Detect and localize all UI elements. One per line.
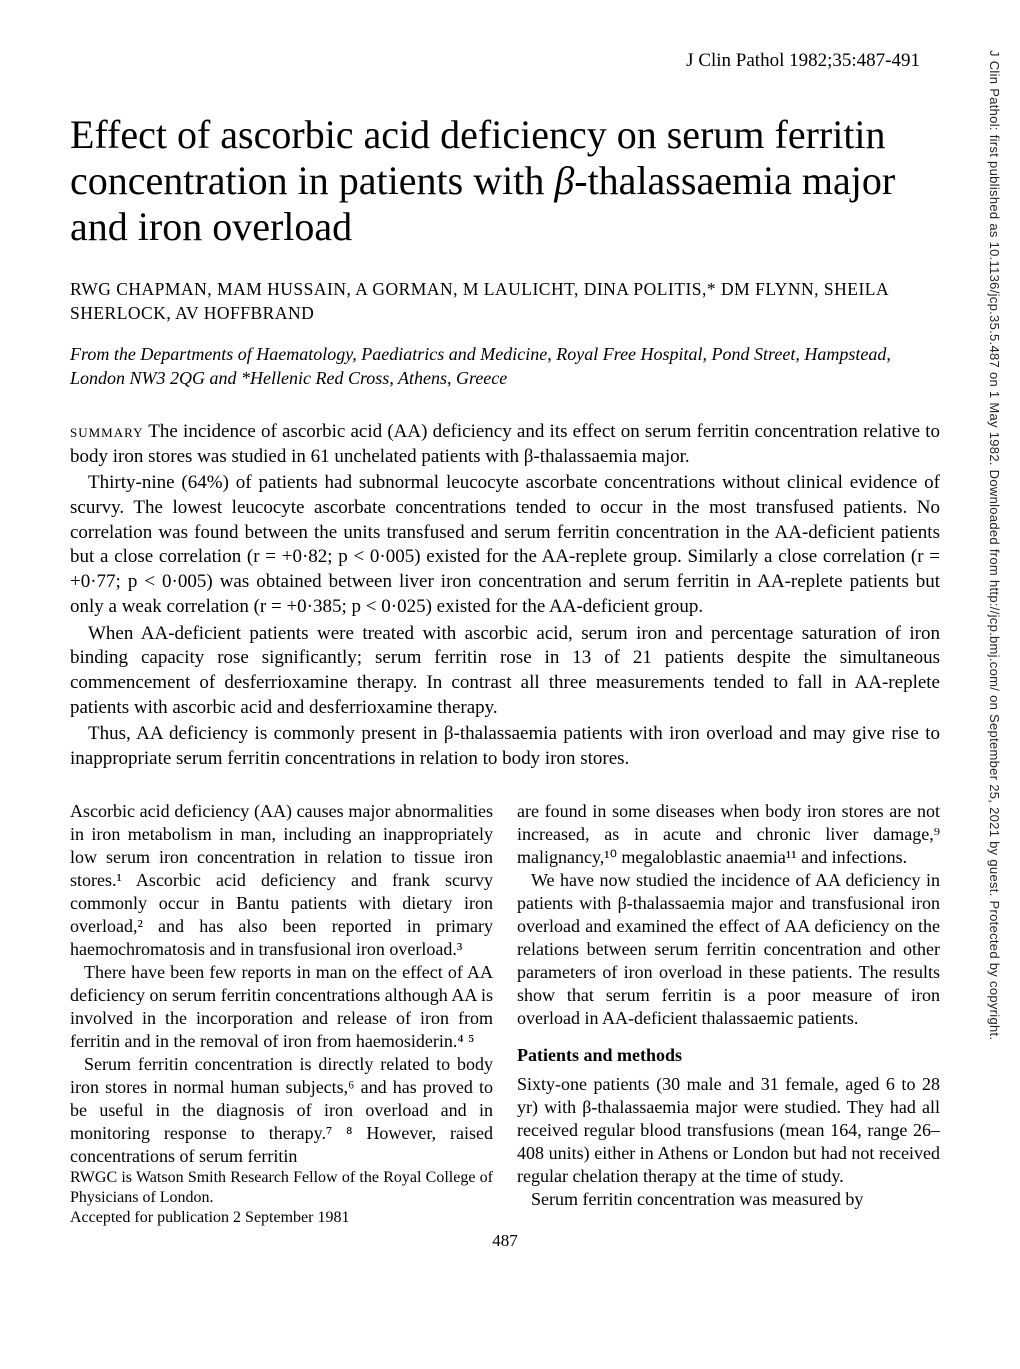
footnote: RWGC is Watson Smith Research Fellow of … xyxy=(70,1168,493,1208)
title-line-3: and iron overload xyxy=(70,204,352,249)
title-line-2a: concentration in patients with xyxy=(70,158,554,203)
summary-p1: summary The incidence of ascorbic acid (… xyxy=(70,420,940,469)
left-column: Ascorbic acid deficiency (AA) causes maj… xyxy=(70,800,493,1229)
summary-p4: Thus, AA deficiency is commonly present … xyxy=(70,722,940,771)
copyright-sidebar: J Clin Pathol: first published as 10.113… xyxy=(982,50,1002,1310)
right-p2: We have now studied the incidence of AA … xyxy=(517,869,940,1030)
left-p3: Serum ferritin concentration is directly… xyxy=(70,1053,493,1168)
title-line-2c: -thalassaemia major xyxy=(574,158,895,203)
authors: RWG CHAPMAN, MAM HUSSAIN, A GORMAN, M LA… xyxy=(70,278,940,325)
right-column: are found in some diseases when body iro… xyxy=(517,800,940,1229)
section-heading-patients: Patients and methods xyxy=(517,1044,940,1067)
affiliation: From the Departments of Haematology, Pae… xyxy=(70,343,940,390)
left-p1: Ascorbic acid deficiency (AA) causes maj… xyxy=(70,800,493,961)
summary-label: summary xyxy=(70,421,143,442)
body-columns: Ascorbic acid deficiency (AA) causes maj… xyxy=(70,800,940,1229)
right-p4: Serum ferritin concentration was measure… xyxy=(517,1188,940,1211)
accepted-line: Accepted for publication 2 September 198… xyxy=(70,1208,493,1228)
summary-p2: Thirty-nine (64%) of patients had subnor… xyxy=(70,471,940,619)
title-beta: β xyxy=(554,158,574,203)
article-title: Effect of ascorbic acid deficiency on se… xyxy=(70,112,940,250)
summary-p1-text: The incidence of ascorbic acid (AA) defi… xyxy=(70,421,940,467)
journal-reference: J Clin Pathol 1982;35:487-491 xyxy=(70,50,920,72)
page-number: 487 xyxy=(70,1231,940,1251)
right-p3: Sixty-one patients (30 male and 31 femal… xyxy=(517,1073,940,1188)
left-p2: There have been few reports in man on th… xyxy=(70,961,493,1053)
summary-p3: When AA-deficient patients were treated … xyxy=(70,622,940,721)
summary-block: summary The incidence of ascorbic acid (… xyxy=(70,420,940,772)
right-p1: are found in some diseases when body iro… xyxy=(517,800,940,869)
title-line-1: Effect of ascorbic acid deficiency on se… xyxy=(70,112,886,157)
page: J Clin Pathol: first published as 10.113… xyxy=(0,0,1020,1301)
